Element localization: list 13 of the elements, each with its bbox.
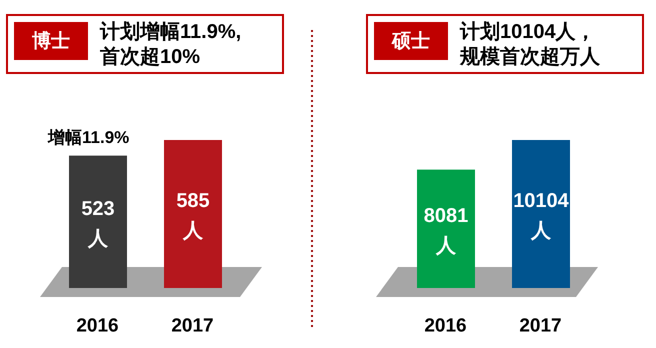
chart-subtitle: 计划10104人，规模首次超万人 bbox=[460, 20, 601, 70]
annotation: 增幅11.9% bbox=[48, 127, 130, 149]
data-label: 10104 人 bbox=[513, 190, 570, 242]
chart-subtitle: 计划增幅11.9%,首次超10% bbox=[100, 20, 242, 70]
x-tick-label: 2016 bbox=[76, 315, 119, 336]
data-label: 523 人 bbox=[81, 198, 115, 250]
chart-title: 博士 bbox=[14, 22, 88, 60]
data-label: 8081 人 bbox=[424, 204, 468, 257]
chart-title: 硕士 bbox=[374, 22, 448, 60]
data-label: 585 人 bbox=[176, 190, 210, 242]
x-tick-label: 2017 bbox=[519, 315, 562, 336]
x-tick-label: 2016 bbox=[424, 315, 467, 336]
x-tick-label: 2017 bbox=[171, 315, 214, 336]
